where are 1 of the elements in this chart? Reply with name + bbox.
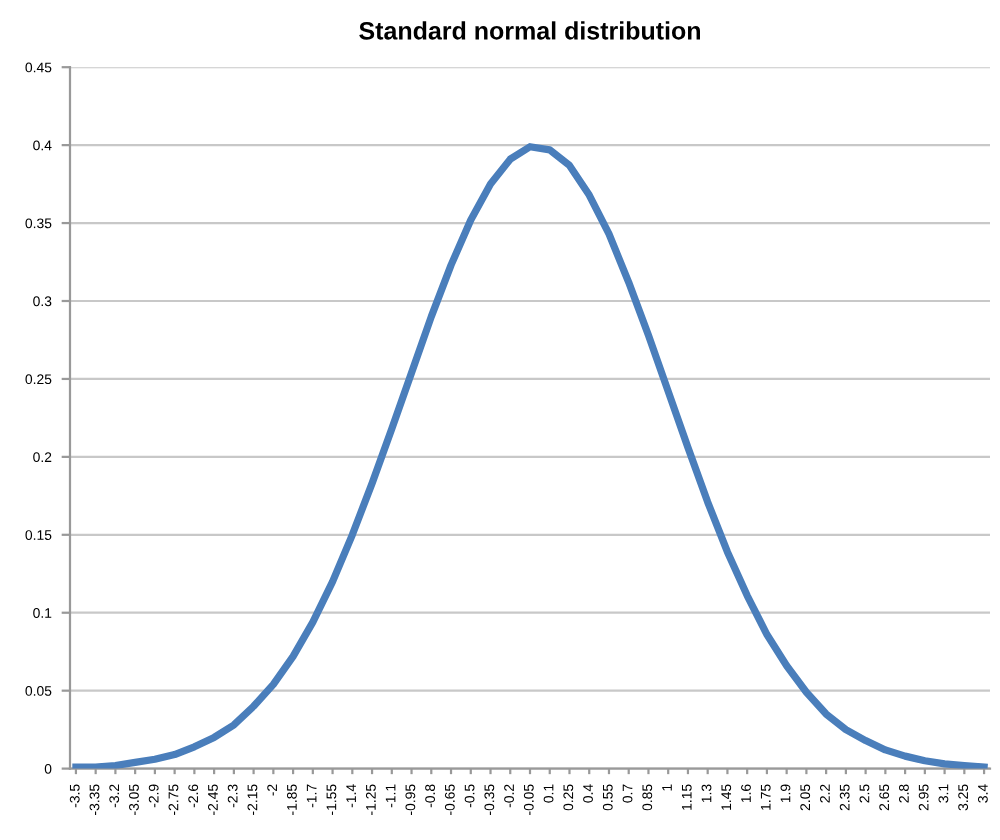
chart-title: Standard normal distribution [359, 21, 700, 40]
